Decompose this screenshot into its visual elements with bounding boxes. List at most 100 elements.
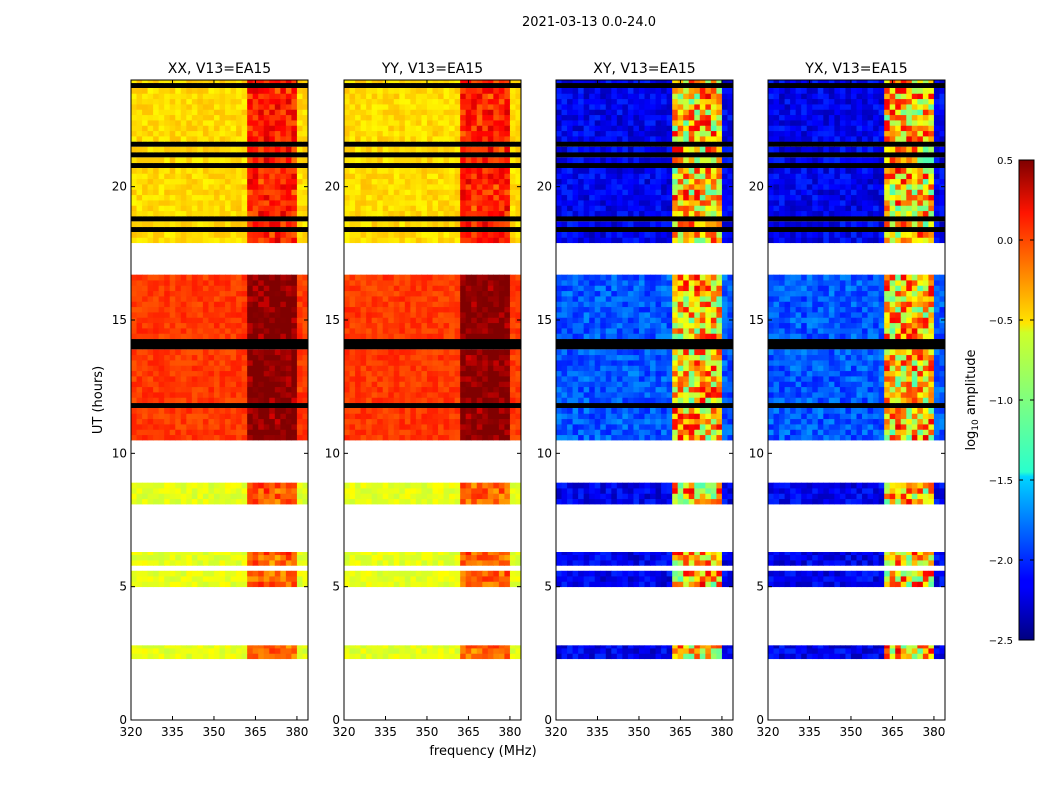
heatmap-cell (426, 104, 434, 110)
heatmap-cell (302, 98, 308, 105)
heatmap-cell (454, 413, 461, 420)
heatmap-cell (252, 290, 259, 297)
heatmap-cell (421, 645, 428, 649)
heatmap-cell (672, 653, 679, 660)
heatmap-cell (191, 498, 198, 505)
heatmap-cell (498, 560, 506, 566)
heatmap-cell (382, 386, 389, 393)
heatmap-cell (498, 312, 506, 318)
heatmap-cell (241, 130, 248, 137)
heatmap-cell (230, 114, 237, 121)
heatmap-cell (175, 554, 182, 561)
heatmap-cell (482, 210, 489, 217)
heatmap-cell (438, 386, 445, 393)
heatmap-cell (578, 645, 585, 649)
heatmap-cell (509, 200, 517, 206)
heatmap-cell (180, 322, 187, 329)
heatmap-cell (388, 130, 395, 137)
heatmap-cell (393, 104, 400, 110)
heatmap-cell (175, 576, 182, 582)
heatmap-cell (208, 645, 215, 649)
heatmap-cell (258, 290, 265, 297)
heatmap-cell (280, 397, 287, 404)
heatmap-cell (504, 653, 511, 660)
heatmap-cell (225, 381, 232, 388)
heatmap-cell (644, 418, 651, 425)
heatmap-cell (460, 136, 467, 142)
heatmap-cell (169, 173, 176, 180)
heatmap-cell (355, 418, 362, 425)
heatmap-cell (443, 576, 450, 582)
heatmap-cell (504, 232, 511, 238)
heatmap-cell (202, 280, 210, 286)
heatmap-cell (180, 136, 187, 142)
heatmap-cell (175, 493, 182, 500)
heatmap-cell (158, 349, 165, 356)
heatmap-cell (498, 232, 506, 238)
heatmap-cells (131, 80, 308, 720)
heatmap-cell (504, 80, 511, 84)
heatmap-cell (296, 397, 304, 404)
heatmap-cell (366, 648, 373, 654)
heatmap-cell (147, 581, 154, 588)
heatmap-cell (131, 376, 138, 382)
heatmap-cell (291, 482, 298, 489)
heatmap-cell (504, 93, 511, 100)
heatmap-cell (230, 552, 237, 556)
heatmap-cell (415, 125, 423, 132)
heatmap-cell (438, 560, 445, 566)
heatmap-cell (263, 581, 270, 588)
heatmap-cell (296, 120, 304, 126)
heatmap-cell (694, 576, 701, 582)
heatmap-cell (404, 653, 411, 660)
heatmap-cell (302, 168, 308, 174)
heatmap-cell (404, 645, 411, 649)
heatmap-cell (443, 237, 450, 244)
heatmap-cell (191, 80, 198, 84)
heatmap-cell (131, 370, 138, 377)
heatmap-cell (699, 560, 706, 566)
heatmap-cell (638, 653, 646, 660)
heatmap-cell (186, 80, 193, 84)
heatmap-cell (142, 205, 149, 212)
heatmap-cell (191, 88, 198, 94)
heatmap-cell (410, 493, 417, 500)
heatmap-cell (180, 120, 187, 126)
heatmap-cell (241, 333, 248, 340)
heatmap-cell (349, 274, 356, 281)
heatmap-cell (399, 301, 406, 308)
heatmap-cell (285, 184, 293, 190)
heatmap-cell (349, 317, 356, 324)
heatmap-cell (186, 98, 193, 105)
heatmap-cell (388, 322, 395, 329)
heatmap-cell (280, 493, 287, 500)
heatmap-cell (415, 88, 423, 94)
heatmap-cell (208, 365, 215, 372)
heatmap-cell (225, 125, 232, 132)
heatmap-cell (296, 488, 304, 494)
heatmap-cell (366, 274, 373, 281)
heatmap-cell (578, 653, 585, 660)
heatmap-cell (202, 408, 210, 414)
heatmap-cell (208, 237, 215, 244)
heatmap-cell (509, 488, 517, 494)
heatmap-cell (377, 482, 384, 489)
heatmap-cell (366, 109, 373, 116)
heatmap-cell (410, 237, 417, 244)
heatmap-cell (493, 221, 500, 228)
heatmap-cell (355, 429, 362, 436)
heatmap-cell (296, 434, 304, 441)
heatmap-cell (399, 194, 406, 201)
heatmap-cell (399, 210, 406, 217)
heatmap-cell (136, 354, 143, 361)
heatmap-cell (727, 552, 733, 556)
heatmap-cell (142, 322, 149, 329)
heatmap-cell (699, 554, 706, 561)
heatmap-cell (415, 386, 423, 393)
heatmap-cell (449, 301, 456, 308)
heatmap-cell (197, 498, 204, 505)
heatmap-cell (269, 285, 276, 292)
heatmap-cell (296, 146, 304, 153)
heatmap-cell (371, 189, 378, 196)
heatmap-cell (627, 498, 635, 505)
